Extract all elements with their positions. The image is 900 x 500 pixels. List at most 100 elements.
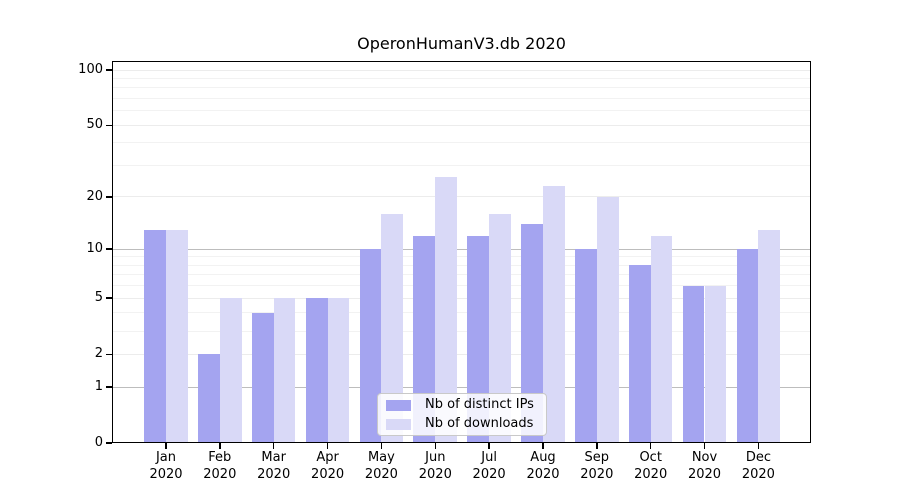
- y-tick-label-1: 1: [94, 379, 103, 394]
- bar-distinct-ips-may: [359, 249, 382, 442]
- legend-swatch-distinct-ips-icon: [386, 399, 411, 411]
- y-tick-100: [106, 69, 112, 71]
- bar-distinct-ips-dec: [736, 249, 759, 442]
- x-tick-month: Apr: [316, 450, 339, 465]
- chart-title: OperonHumanV3.db 2020: [357, 34, 566, 53]
- bar-distinct-ips-jan: [144, 229, 166, 442]
- x-tick-mar: [272, 443, 275, 449]
- gridline-y-10: [113, 248, 810, 250]
- bar-distinct-ips-jun: [413, 235, 436, 442]
- gridline-y-20: [113, 196, 810, 198]
- x-tick-label-nov: Nov 2020: [677, 450, 733, 483]
- x-tick-label-jan: Jan 2020: [138, 450, 194, 483]
- x-tick-aug: [542, 443, 544, 449]
- x-tick-month: Jul: [481, 450, 497, 465]
- bar-downloads-oct: [650, 235, 673, 442]
- bar-downloads-dec: [758, 229, 781, 442]
- x-tick-month: Aug: [530, 450, 556, 465]
- legend: Nb of distinct IPs Nb of downloads: [377, 393, 547, 436]
- x-tick-month: Feb: [208, 450, 232, 465]
- gridline-y-3: [113, 330, 810, 332]
- y-tick-label-5: 5: [94, 290, 103, 306]
- x-tick-label-sep: Sep 2020: [569, 450, 625, 483]
- gridline-y-100: [113, 69, 810, 71]
- y-tick-5: [106, 297, 112, 299]
- bar-downloads-apr: [327, 298, 350, 442]
- gridline-y-7: [113, 274, 810, 276]
- y-tick-label-0: 0: [94, 435, 103, 450]
- y-tick-label-2: 2: [94, 346, 103, 362]
- legend-label-downloads: Nb of downloads: [425, 416, 534, 431]
- x-tick-label-jul: Jul 2020: [461, 450, 517, 483]
- x-tick-month: Dec: [745, 450, 771, 465]
- x-tick-year: 2020: [526, 466, 560, 482]
- x-tick-year: 2020: [311, 466, 345, 482]
- x-tick-month: Oct: [639, 450, 662, 465]
- gridline-y-30: [113, 165, 810, 166]
- bar-distinct-ips-oct: [628, 265, 651, 442]
- y-tick-2: [106, 353, 112, 355]
- y-tick-label-50: 50: [86, 117, 103, 133]
- x-tick-year: 2020: [364, 466, 398, 482]
- legend-item-distinct-ips: Nb of distinct IPs: [386, 398, 546, 412]
- bar-distinct-ips-jul: [467, 235, 490, 442]
- gridline-y-40: [113, 142, 810, 144]
- y-tick-50: [106, 124, 112, 126]
- bar-downloads-aug: [543, 186, 565, 442]
- bar-downloads-jul: [489, 214, 511, 442]
- y-tick-label-10: 10: [86, 241, 103, 257]
- x-tick-year: 2020: [149, 466, 183, 482]
- y-tick-label-100: 100: [78, 62, 103, 77]
- gridline-y-1: [113, 386, 810, 388]
- gridline-y-60: [113, 110, 810, 112]
- x-tick-label-feb: Feb 2020: [192, 450, 248, 483]
- x-tick-jan: [165, 443, 167, 449]
- bar-distinct-ips-aug: [521, 224, 543, 442]
- gridline-y-2: [113, 353, 810, 355]
- x-tick-year: 2020: [203, 466, 237, 482]
- gridline-y-6: [113, 285, 810, 287]
- x-tick-month: Mar: [261, 450, 286, 465]
- x-tick-month: Jan: [155, 450, 177, 465]
- bar-downloads-jan: [166, 229, 188, 442]
- legend-item-downloads: Nb of downloads: [386, 417, 546, 431]
- gridline-y-8: [113, 264, 810, 266]
- bar-downloads-nov: [704, 285, 727, 442]
- gridline-y-90: [113, 77, 810, 79]
- bar-distinct-ips-sep: [575, 249, 597, 442]
- x-tick-label-mar: Mar 2020: [246, 450, 302, 483]
- x-tick-may: [380, 443, 383, 449]
- bar-distinct-ips-mar: [251, 312, 274, 442]
- bar-distinct-ips-apr: [305, 298, 328, 442]
- bar-distinct-ips-feb: [198, 354, 220, 442]
- x-tick-year: 2020: [687, 466, 722, 482]
- x-tick-label-oct: Oct 2020: [623, 450, 679, 483]
- x-tick-month: Nov: [691, 450, 718, 465]
- legend-swatch-downloads-icon: [386, 418, 411, 430]
- x-tick-label-apr: Apr 2020: [300, 450, 356, 483]
- x-tick-feb: [219, 443, 221, 449]
- bar-downloads-sep: [596, 196, 619, 442]
- x-tick-year: 2020: [257, 466, 291, 482]
- x-tick-label-jun: Jun 2020: [407, 450, 463, 483]
- bar-downloads-jun: [435, 176, 458, 442]
- x-tick-nov: [703, 443, 706, 449]
- x-tick-year: 2020: [418, 466, 452, 482]
- x-tick-label-dec: Dec 2020: [730, 450, 786, 483]
- gridline-y-4: [113, 312, 810, 314]
- x-tick-label-may: May 2020: [353, 450, 409, 483]
- x-tick-jul: [488, 443, 490, 449]
- y-tick-20: [106, 196, 112, 198]
- y-tick-10: [106, 248, 112, 250]
- gridline-y-50: [113, 124, 810, 126]
- y-tick-1: [106, 386, 112, 388]
- x-tick-sep: [596, 443, 598, 449]
- gridline-y-9: [113, 256, 810, 258]
- legend-label-distinct-ips: Nb of distinct IPs: [425, 397, 534, 412]
- bar-downloads-feb: [219, 298, 242, 442]
- bar-distinct-ips-nov: [682, 285, 705, 442]
- bar-downloads-may: [381, 214, 404, 442]
- gridline-y-70: [113, 98, 810, 99]
- gridline-y-5: [113, 297, 810, 299]
